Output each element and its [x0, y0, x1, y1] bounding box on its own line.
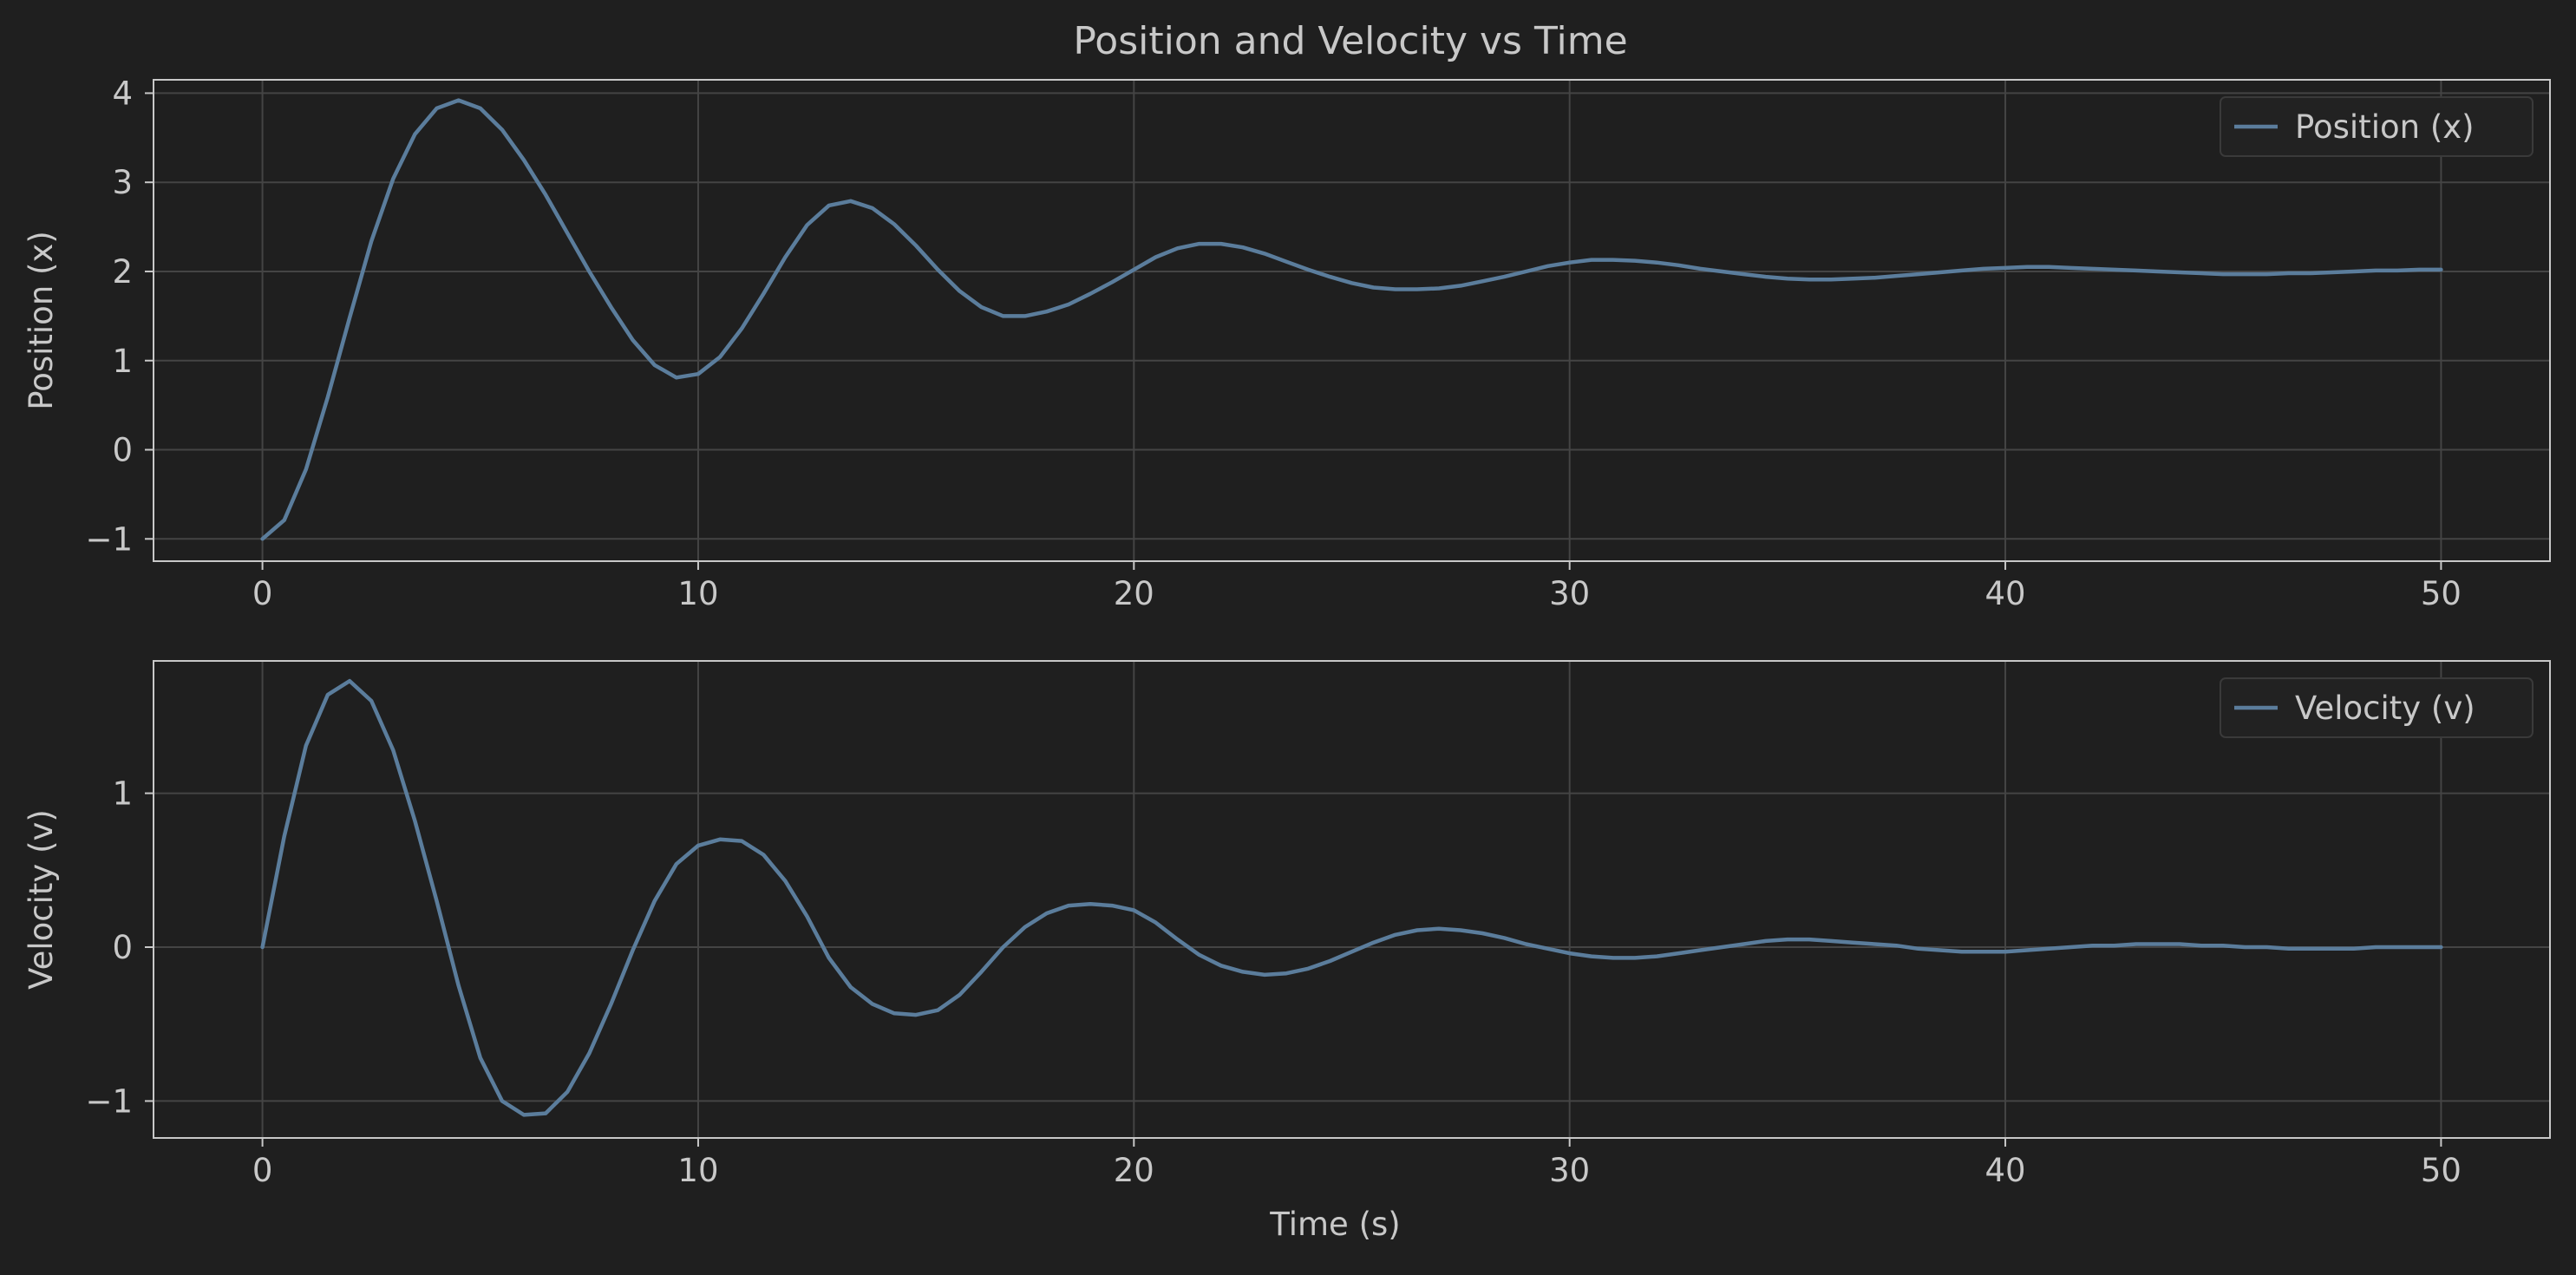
position-subplot: 0 10 20 30 40 50 −1 0 1 2 3 4 Position (x) Position (…	[23, 75, 2551, 612]
position-legend: Position (x)	[2220, 96, 2534, 157]
y-tick-label: 2	[112, 253, 133, 291]
velocity-x-axis-label: Time (s)	[1269, 1206, 1400, 1243]
y-tick-label: 1	[112, 775, 133, 813]
velocity-grid	[154, 661, 2550, 1138]
x-tick-label: 40	[1984, 1152, 2025, 1189]
x-tick-label: 30	[1549, 575, 1590, 612]
velocity-series-line	[260, 678, 2443, 1117]
position-axes-frame	[153, 79, 2551, 562]
y-tick-label: 0	[112, 432, 133, 469]
x-tick-label: 30	[1549, 1152, 1590, 1189]
y-tick-label: 4	[112, 75, 133, 112]
legend-label: Position (x)	[2295, 108, 2475, 146]
y-tick-label: 1	[112, 343, 133, 380]
x-tick-label: 10	[677, 1152, 718, 1189]
legend-label: Velocity (v)	[2295, 690, 2475, 727]
x-tick-label: 20	[1114, 1152, 1154, 1189]
y-tick-label: −1	[85, 520, 133, 558]
position-series-line	[260, 98, 2443, 541]
velocity-subplot: 0 10 20 30 40 50 −1 0 1 Velocity (v) Time (s) Veloc…	[23, 660, 2551, 1243]
y-tick-label: −1	[85, 1082, 133, 1120]
x-tick-label: 40	[1984, 575, 2025, 612]
chart-title: Position and Velocity vs Time	[1073, 19, 1627, 63]
x-tick-label: 0	[252, 1152, 273, 1189]
x-tick-label: 0	[252, 575, 273, 612]
x-tick-label: 50	[2421, 575, 2462, 612]
x-tick-label: 50	[2421, 1152, 2462, 1189]
x-tick-label: 10	[677, 575, 718, 612]
y-tick-label: 3	[112, 164, 133, 201]
legend-box	[2220, 677, 2534, 738]
x-tick-label: 20	[1114, 575, 1154, 612]
legend-box	[2220, 96, 2534, 157]
velocity-y-axis-label: Velocity (v)	[23, 809, 60, 990]
velocity-axes-frame	[153, 660, 2551, 1139]
velocity-legend: Velocity (v)	[2220, 677, 2534, 738]
position-y-axis-label: Position (x)	[23, 231, 60, 410]
y-tick-label: 0	[112, 929, 133, 966]
